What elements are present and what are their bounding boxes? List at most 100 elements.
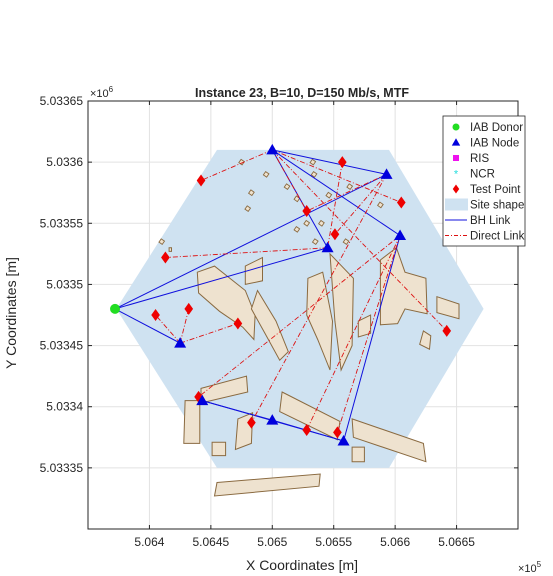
- legend-box: [442, 115, 526, 247]
- y-tick-label: 5.0336: [46, 155, 83, 169]
- legend-ncr-marker: *: [454, 169, 459, 181]
- test-point-marker: [184, 302, 194, 315]
- x-exponent-label: ×105: [518, 560, 542, 575]
- small-structure: [318, 219, 325, 227]
- test-point-marker: [196, 174, 206, 187]
- direct-link: [165, 247, 328, 258]
- small-structure: [346, 183, 354, 191]
- y-tick-label: 5.03355: [40, 216, 84, 230]
- test-point-marker: [333, 426, 342, 439]
- iab-node-marker: [266, 143, 279, 155]
- legend-site-swatch: [445, 198, 468, 211]
- small-structure: [293, 225, 301, 233]
- iab-node-marker: [174, 337, 187, 348]
- test-point-marker: [161, 251, 170, 264]
- building: [211, 441, 227, 457]
- bh-link: [114, 173, 387, 310]
- x-axis-label: X Coordinates [m]: [246, 557, 358, 573]
- building: [351, 418, 427, 463]
- building: [244, 256, 263, 286]
- x-tick-label: 5.066: [380, 535, 410, 549]
- legend-node-marker: [451, 138, 461, 146]
- bh-link: [114, 308, 181, 344]
- direct-link: [306, 235, 401, 431]
- building: [419, 330, 432, 350]
- building: [357, 314, 372, 338]
- iab-node-marker: [196, 394, 209, 406]
- small-structure: [376, 201, 384, 209]
- chart-title: Instance 23, B=10, D=150 Mb/s, MTF: [195, 86, 409, 100]
- legend-bh-link-label: BH Link: [470, 215, 511, 227]
- tick-labels: 5.064 5.0645 5.065 5.0655 5.066 5.0665 5.03335…: [40, 94, 476, 549]
- y-tick-label: 5.0335: [46, 277, 83, 291]
- small-structure: [310, 170, 318, 178]
- building: [196, 265, 256, 341]
- direct-link: [179, 323, 239, 344]
- direct-link: [200, 149, 273, 181]
- small-structure: [303, 219, 311, 227]
- small-structure: [342, 238, 350, 246]
- test-point-marker: [337, 156, 347, 169]
- x-tick-label: 5.0645: [193, 535, 230, 549]
- legend-ncr-label: NCR: [470, 169, 495, 181]
- y-tick-label: 5.03345: [40, 339, 84, 353]
- test-point-marker: [302, 423, 312, 436]
- legend-ris-marker: [453, 155, 459, 161]
- bh-link: [114, 247, 328, 310]
- x-tick-label: 5.065: [257, 535, 287, 549]
- x-tick-label: 5.064: [134, 535, 164, 549]
- y-axis-label: Y Coordinates [m]: [3, 257, 19, 369]
- building: [329, 252, 354, 372]
- direct-link: [271, 149, 308, 212]
- building: [213, 473, 321, 497]
- iab-node-marker: [394, 229, 407, 241]
- direct-link: [198, 235, 401, 398]
- bh-link: [272, 149, 401, 236]
- bh-link: [272, 149, 387, 175]
- legend: IAB Donor IAB Node RIS * NCR Test Point Site s…: [442, 115, 526, 247]
- small-structure: [293, 195, 301, 203]
- small-structure: [247, 189, 255, 197]
- test-point-marker: [330, 228, 340, 241]
- legend-test-point-marker: [452, 184, 460, 194]
- direct-link: [271, 149, 448, 332]
- y-tick-label: 5.0334: [46, 400, 83, 414]
- direct-link: [272, 149, 402, 203]
- direct-link: [327, 162, 343, 248]
- direct-link: [155, 314, 181, 344]
- small-structure: [262, 170, 270, 178]
- direct-link: [336, 235, 401, 433]
- bh-link: [343, 235, 401, 442]
- building: [250, 289, 289, 362]
- legend-site-label: Site shape: [470, 200, 524, 212]
- small-structure: [283, 183, 291, 191]
- y-tick-label: 5.03335: [40, 461, 84, 475]
- building: [306, 271, 334, 371]
- x-tick-label: 5.0665: [438, 535, 475, 549]
- direct-link: [179, 308, 190, 344]
- iab-node-marker: [380, 168, 393, 179]
- direct-links: [155, 149, 448, 433]
- test-point-marker: [233, 317, 243, 330]
- building: [183, 400, 201, 444]
- iab-node-marker: [337, 434, 350, 446]
- test-point-marker: [247, 416, 256, 429]
- y-tick-label: 5.03365: [40, 94, 84, 108]
- building: [436, 296, 460, 320]
- iab-node-marker: [321, 241, 334, 253]
- legend-donor-marker: [452, 123, 460, 131]
- legend-ris-label: RIS: [470, 153, 490, 165]
- direct-link: [251, 174, 387, 423]
- small-structure: [244, 205, 252, 213]
- iab-donor-marker: [110, 303, 121, 314]
- building: [351, 446, 365, 463]
- test-point-marker: [151, 309, 160, 321]
- small-structure: [158, 238, 166, 246]
- building: [379, 246, 428, 326]
- test-point-marker: [302, 205, 312, 218]
- x-tick-label: 5.0655: [315, 535, 352, 549]
- iab-node-marker: [266, 414, 279, 425]
- small-structure: [325, 191, 333, 199]
- legend-direct-link-label: Direct Link: [470, 231, 525, 243]
